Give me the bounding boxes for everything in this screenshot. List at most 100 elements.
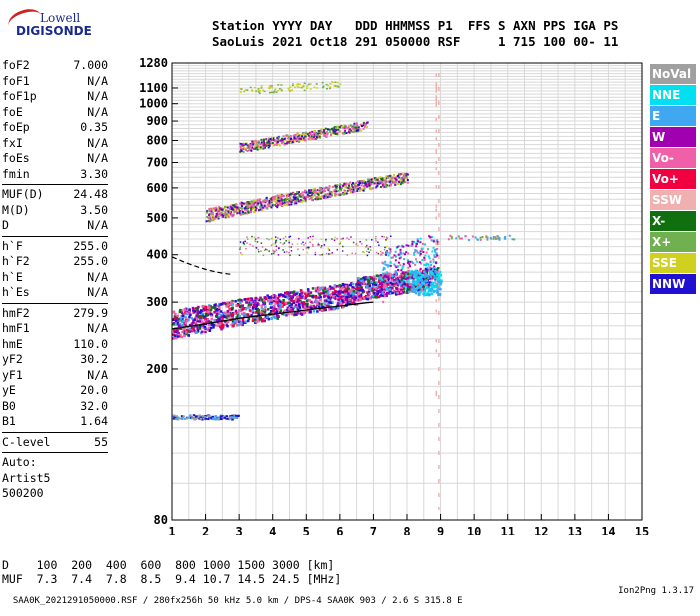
echo-point — [180, 335, 184, 339]
echo-point — [435, 349, 438, 353]
echo-point — [460, 237, 463, 240]
echo-point — [433, 265, 436, 268]
echo-point — [409, 260, 412, 263]
echo-point — [286, 308, 289, 312]
echo-point — [174, 418, 178, 421]
echo-point — [310, 191, 313, 194]
echo-point — [248, 147, 251, 150]
param-value: 279.9 — [73, 305, 108, 320]
echo-point — [260, 85, 263, 87]
param-name: B1 — [2, 414, 16, 428]
echo-point — [217, 213, 220, 216]
echo-point — [228, 303, 232, 307]
echo-point — [257, 319, 261, 323]
echo-point — [328, 298, 332, 301]
echo-point — [374, 287, 378, 290]
echo-point — [295, 202, 298, 205]
echo-point — [295, 292, 298, 296]
echo-point — [256, 201, 259, 204]
echo-point — [486, 238, 489, 241]
echo-point — [278, 202, 281, 205]
y-tick-label: 900 — [146, 114, 168, 128]
echo-point — [399, 253, 402, 256]
echo-point — [435, 118, 438, 122]
echo-point — [213, 324, 216, 327]
echo-point — [331, 286, 334, 289]
echo-point — [285, 196, 288, 199]
echo-point — [207, 326, 211, 330]
echo-point — [297, 248, 299, 251]
echo-point — [256, 199, 259, 202]
echo-point — [429, 267, 433, 271]
echo-point — [296, 85, 299, 88]
echo-point — [438, 287, 442, 291]
echo-point — [423, 293, 426, 297]
echo-point — [396, 265, 399, 268]
echo-point — [419, 252, 422, 255]
param-name: hmE — [2, 336, 23, 351]
echo-point — [278, 247, 280, 249]
echo-point — [302, 137, 305, 140]
echo-point — [358, 190, 361, 193]
echo-point — [299, 303, 303, 306]
echo-point — [369, 296, 372, 300]
echo-point — [269, 309, 273, 313]
param-value: N/A — [87, 104, 108, 119]
echo-point — [318, 195, 321, 198]
echo-point — [240, 149, 243, 152]
echo-point — [241, 211, 244, 214]
echo-point — [325, 292, 328, 296]
muf-distance-row: D 100 200 400 600 800 1000 1500 3000 [km… — [2, 558, 335, 572]
echo-point — [391, 275, 394, 278]
echo-point — [393, 282, 396, 286]
echo-point — [333, 239, 336, 242]
echo-point — [205, 321, 208, 324]
echo-point — [376, 178, 379, 181]
echo-point — [301, 303, 305, 307]
echo-point — [437, 286, 440, 289]
echo-point — [250, 149, 253, 152]
echo-point — [334, 184, 337, 187]
echo-point — [350, 125, 353, 128]
echo-point — [293, 137, 296, 140]
echo-point — [289, 139, 292, 142]
echo-point — [302, 302, 305, 306]
echo-point — [173, 336, 176, 340]
echo-point — [270, 137, 273, 140]
echo-point — [211, 214, 214, 217]
echo-point — [429, 289, 432, 293]
echo-point — [388, 284, 391, 287]
echo-point — [373, 281, 376, 285]
echo-point — [381, 282, 384, 285]
echo-point — [424, 272, 428, 276]
echo-point — [411, 276, 414, 279]
echo-point — [269, 86, 272, 88]
echo-point — [220, 415, 223, 418]
echo-point — [217, 417, 220, 420]
echo-point — [409, 276, 413, 280]
echo-point — [437, 240, 440, 243]
echo-point — [425, 264, 428, 267]
echo-point — [435, 89, 438, 93]
echo-point — [217, 304, 221, 308]
echo-point — [291, 295, 294, 298]
x-tick-label: 5 — [303, 525, 310, 535]
echo-point — [360, 129, 363, 132]
echo-point — [325, 252, 328, 255]
echo-point — [226, 309, 230, 313]
echo-point — [397, 290, 400, 294]
echo-point — [400, 178, 403, 181]
echo-point — [213, 310, 216, 314]
echo-point — [379, 180, 382, 183]
echo-point — [172, 417, 176, 420]
echo-point — [207, 418, 210, 421]
echo-point — [435, 282, 438, 286]
echo-point — [180, 320, 184, 323]
echo-point — [260, 141, 263, 144]
echo-point — [435, 390, 438, 394]
echo-point — [296, 83, 299, 86]
echo-point — [180, 311, 184, 314]
param-row-ye: yE 20.0 — [2, 383, 108, 399]
echo-point — [279, 139, 282, 142]
echo-point — [229, 308, 233, 312]
